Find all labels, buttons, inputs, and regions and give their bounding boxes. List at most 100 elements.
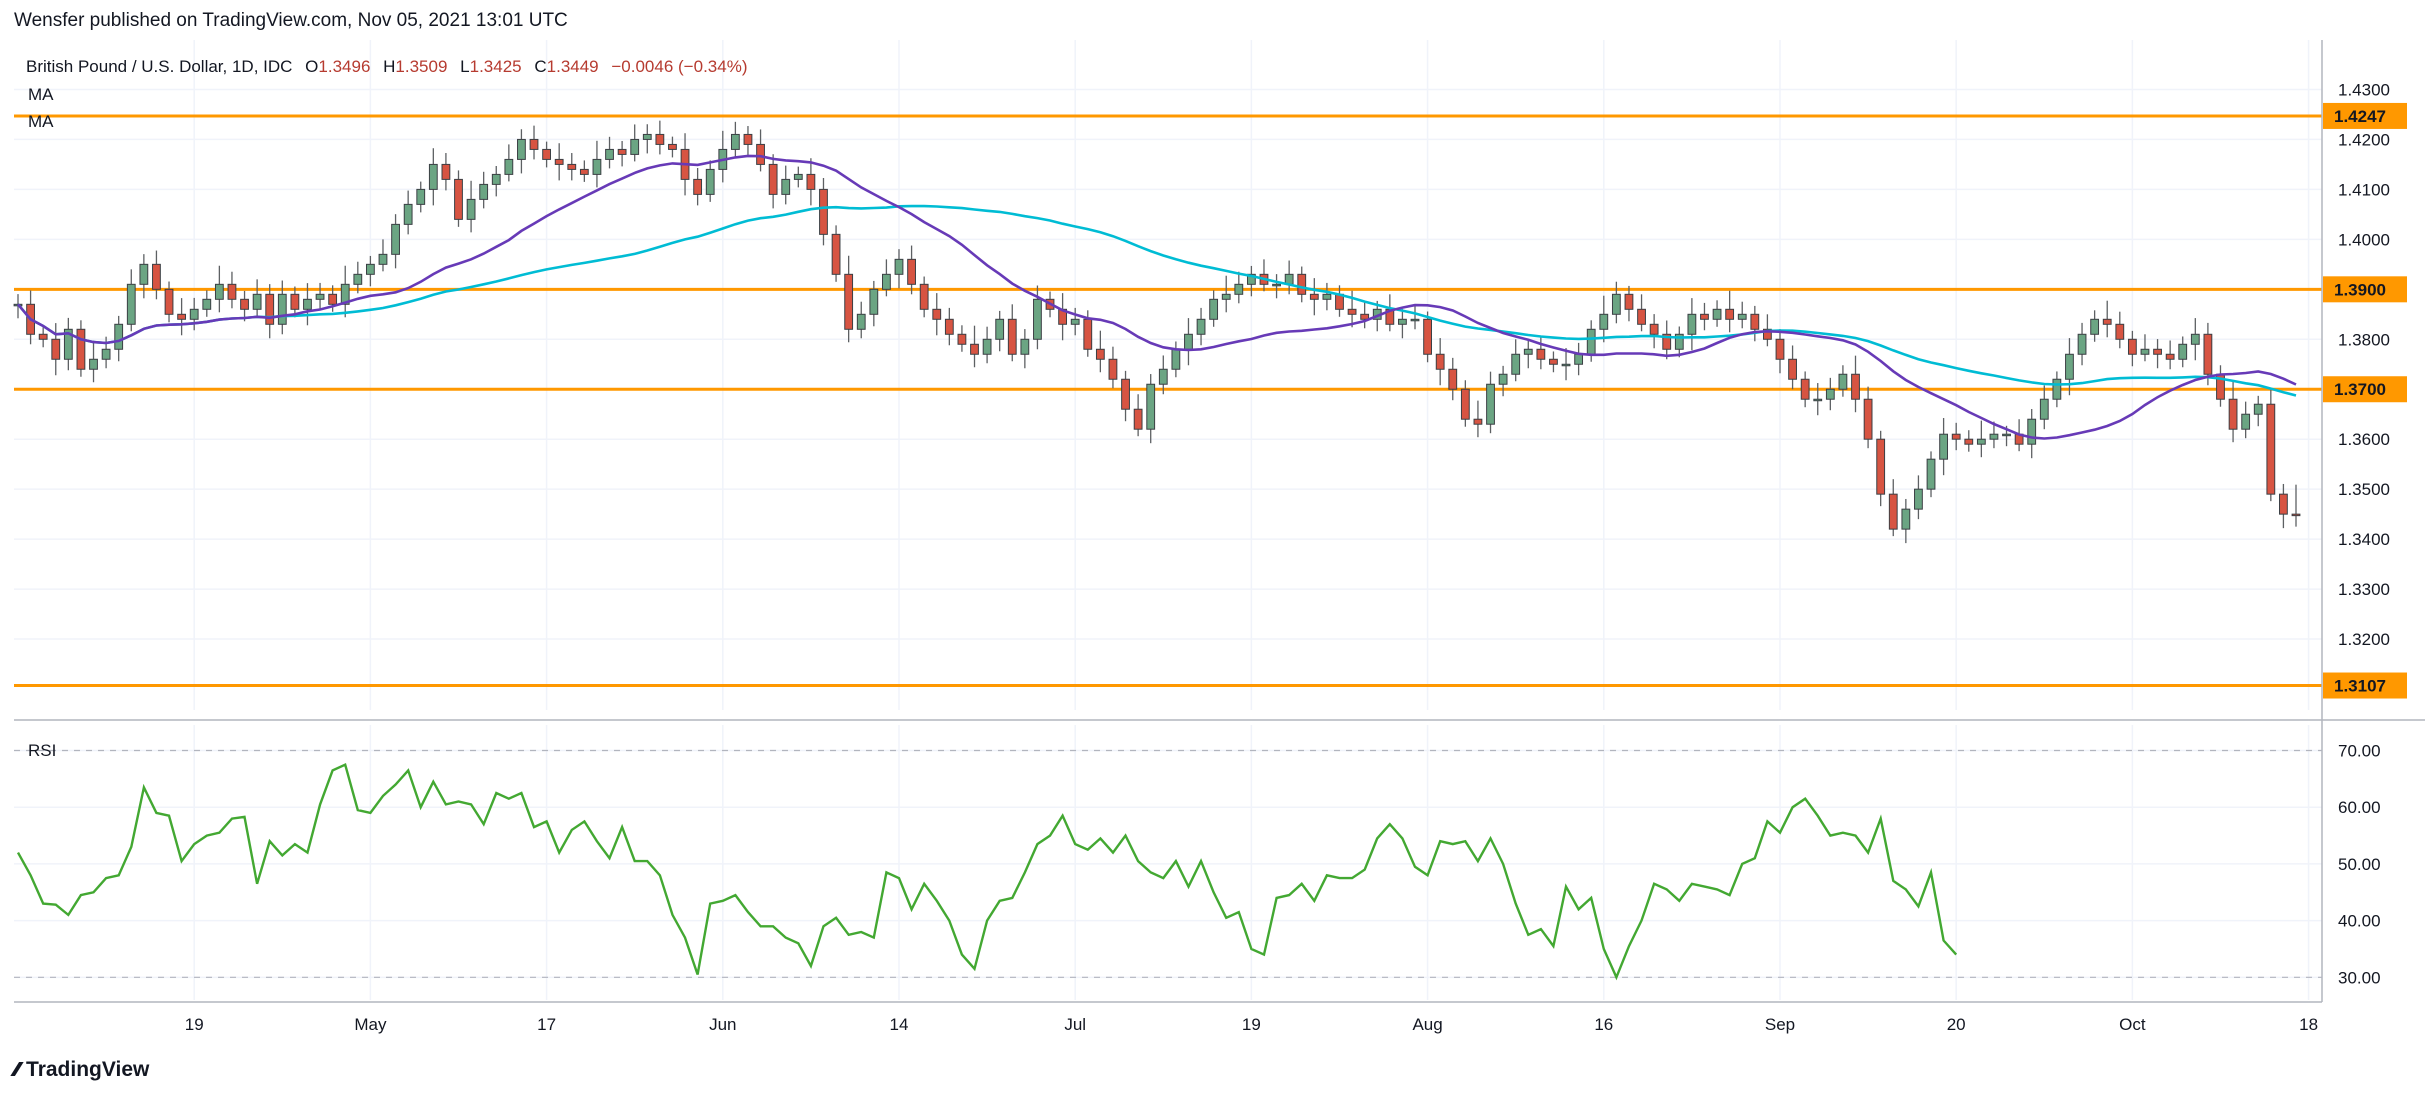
candle-body <box>2266 403 2276 495</box>
candle-body <box>1486 383 1495 425</box>
candle <box>1360 301 1370 329</box>
candle <box>907 245 916 295</box>
rsi-tick-label: 40.00 <box>2338 912 2381 931</box>
price-tick-label: 1.3300 <box>2338 580 2390 599</box>
candle-body <box>743 133 753 145</box>
candle-body <box>1221 293 1231 300</box>
candle-body <box>240 298 249 310</box>
candle-body <box>1498 373 1508 385</box>
legend-high-label: H <box>383 57 395 76</box>
candle <box>63 317 73 371</box>
candle-body <box>957 333 967 345</box>
time-tick-label: Aug <box>1412 1015 1442 1034</box>
candle <box>655 120 665 155</box>
candle-body <box>2253 403 2263 415</box>
footer-brand[interactable]: ⁄⁄⁄ TradingView <box>14 1058 149 1082</box>
candle <box>1108 346 1118 389</box>
candle-body <box>1611 293 1621 315</box>
candle <box>579 160 589 182</box>
candle <box>944 307 954 346</box>
candle <box>1473 400 1483 438</box>
candle-body <box>882 273 891 290</box>
time-ticks: 19May17Jun14Jul19Aug16Sep20Oct18Nov <box>185 1015 2318 1034</box>
candle-body <box>970 343 979 355</box>
candle-body <box>894 258 904 275</box>
candle <box>2027 409 2037 459</box>
candle <box>957 325 967 352</box>
candle-body <box>1737 313 1747 320</box>
candle-body <box>705 168 715 195</box>
candle-body <box>2203 333 2213 375</box>
legend-ma-2[interactable]: MA <box>28 112 54 131</box>
candle <box>479 171 489 209</box>
candle <box>1259 259 1269 292</box>
candle <box>1624 285 1634 322</box>
candle <box>1813 383 1823 416</box>
candle <box>2165 340 2175 370</box>
candle <box>756 129 765 172</box>
legend-ma-1[interactable]: MA <box>28 85 54 104</box>
candle <box>365 255 375 287</box>
candle-body <box>378 253 388 265</box>
candle <box>290 286 300 318</box>
candle <box>1070 307 1080 336</box>
candle <box>2115 311 2125 349</box>
candle <box>1574 342 1584 376</box>
candle-body <box>1624 293 1634 310</box>
candle <box>630 124 640 162</box>
candle-body <box>1536 348 1546 360</box>
legend-high: 1.3509 <box>395 57 447 76</box>
candle-body <box>2190 333 2200 345</box>
candle <box>1322 282 1332 311</box>
candle <box>819 177 828 246</box>
price-tick-label: 1.3200 <box>2338 630 2390 649</box>
candle <box>1599 295 1609 343</box>
candle <box>1398 309 1407 339</box>
candle-body <box>1926 458 1936 490</box>
candle-body <box>1939 433 1949 460</box>
candle <box>1788 345 1797 390</box>
candle <box>793 166 803 188</box>
candle <box>315 282 325 311</box>
axes <box>14 40 2425 1003</box>
candle <box>1926 451 1936 498</box>
candle-body <box>353 273 363 285</box>
candle <box>2253 395 2263 427</box>
candle <box>1184 318 1193 366</box>
candle-body <box>869 288 879 315</box>
candle-body <box>252 293 262 310</box>
candle-body <box>51 338 61 360</box>
candle-body <box>932 308 942 320</box>
candle <box>1058 293 1068 341</box>
candle-body <box>365 263 375 275</box>
candle-body <box>1095 348 1105 360</box>
price-tick-label: 1.4200 <box>2338 130 2390 149</box>
candle-body <box>567 163 577 170</box>
candle <box>932 293 942 336</box>
candle <box>1863 386 1873 449</box>
candle-body <box>1511 353 1521 375</box>
candle-body <box>1410 318 1420 322</box>
candle-body <box>391 223 400 255</box>
candle-body <box>491 173 501 185</box>
candle-body <box>1347 308 1357 315</box>
candle-body <box>579 168 589 175</box>
candle-body <box>1398 318 1407 325</box>
candle-body <box>907 258 916 285</box>
price-tick-label: 1.3500 <box>2338 480 2390 499</box>
candle <box>1662 320 1672 360</box>
candle <box>1549 351 1558 373</box>
legend-rsi[interactable]: RSI <box>28 741 56 760</box>
candle <box>1800 371 1810 408</box>
candle <box>970 325 979 368</box>
candle-body <box>89 358 98 370</box>
candle <box>1750 305 1760 342</box>
candle-body <box>1360 313 1370 320</box>
candle-body <box>2153 348 2162 355</box>
candle-body <box>1637 308 1646 325</box>
candle <box>1234 271 1244 304</box>
candle-body <box>1561 363 1571 367</box>
candle-body <box>919 283 929 310</box>
candle-body <box>1083 318 1093 350</box>
candle-body <box>152 263 161 290</box>
